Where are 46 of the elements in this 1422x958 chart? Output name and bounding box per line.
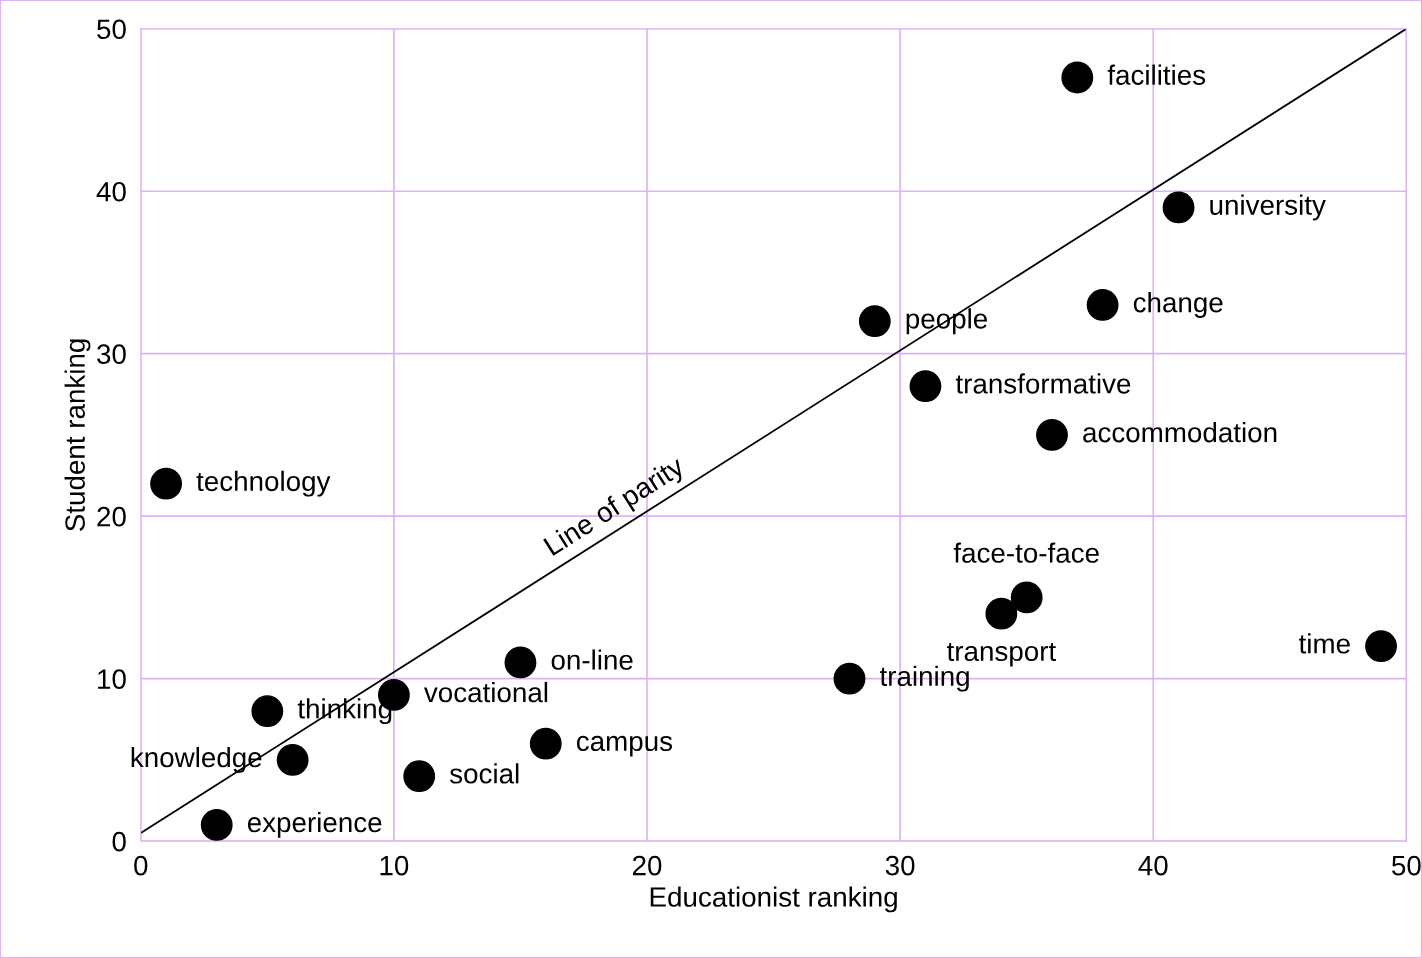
point xyxy=(1061,61,1094,94)
point xyxy=(150,467,182,500)
y-axis-title: Student ranking xyxy=(64,339,91,531)
annotation: time xyxy=(1298,633,1350,654)
point xyxy=(251,695,284,728)
x-tick-label: 50 xyxy=(1392,855,1421,876)
x-tick-label: 20 xyxy=(632,855,662,876)
point xyxy=(1162,191,1195,224)
x-tick-label: 30 xyxy=(885,855,915,876)
point xyxy=(985,597,1018,630)
annotation: university xyxy=(1210,194,1326,221)
point xyxy=(504,646,537,679)
y-tick-label: 40 xyxy=(96,181,126,202)
point xyxy=(403,760,436,793)
annotation: facilities xyxy=(1107,64,1206,85)
point xyxy=(833,662,866,695)
annotation: campus xyxy=(576,735,673,757)
point xyxy=(1086,289,1119,321)
point xyxy=(276,743,309,776)
annotation: training xyxy=(879,665,969,692)
x-tick-label: 40 xyxy=(1138,855,1168,876)
x-tick-label: 10 xyxy=(380,855,409,876)
annotation: experience xyxy=(247,811,382,838)
y-tick-label: 30 xyxy=(97,344,126,365)
annotation: transport xyxy=(946,642,1056,667)
annotation: transformative xyxy=(955,373,1131,394)
y-tick-label: 50 xyxy=(97,19,126,40)
point xyxy=(1010,581,1043,614)
point xyxy=(1365,630,1397,663)
point xyxy=(909,370,942,403)
annotation: on-line xyxy=(551,649,633,670)
y-tick-label: 0 xyxy=(112,831,126,852)
point xyxy=(1036,419,1068,451)
x-tick-label: 0 xyxy=(134,855,148,876)
annotation: social xyxy=(449,763,519,784)
annotation: change xyxy=(1133,292,1223,318)
y-tick-label: 20 xyxy=(97,506,126,527)
annotation: accommodation xyxy=(1083,421,1277,443)
annotation: technology xyxy=(196,470,331,497)
x-axis-title: Educationist ranking xyxy=(650,886,897,913)
point xyxy=(858,305,891,338)
annotation: face-to-face xyxy=(953,542,1099,563)
point xyxy=(200,808,233,841)
point xyxy=(529,727,562,760)
y-tick-label: 10 xyxy=(98,669,126,689)
annotation: vocational xyxy=(423,681,548,703)
